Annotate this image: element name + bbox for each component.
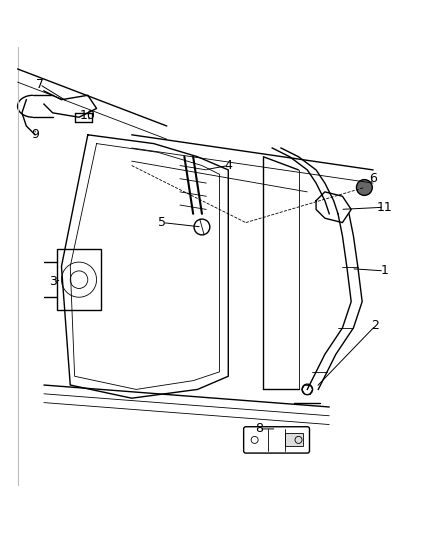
Text: 1: 1 <box>379 264 387 277</box>
Text: 7: 7 <box>35 78 43 91</box>
Text: 3: 3 <box>49 276 57 288</box>
Bar <box>57 249 101 310</box>
Text: 4: 4 <box>224 159 232 172</box>
Text: 6: 6 <box>368 172 376 185</box>
Bar <box>285 433 302 447</box>
Text: 10: 10 <box>80 109 95 122</box>
Circle shape <box>356 180 371 196</box>
Text: 8: 8 <box>254 423 262 435</box>
Text: 9: 9 <box>31 128 39 141</box>
Text: 11: 11 <box>375 201 391 214</box>
Text: 2: 2 <box>371 319 378 332</box>
Text: 5: 5 <box>158 216 166 229</box>
